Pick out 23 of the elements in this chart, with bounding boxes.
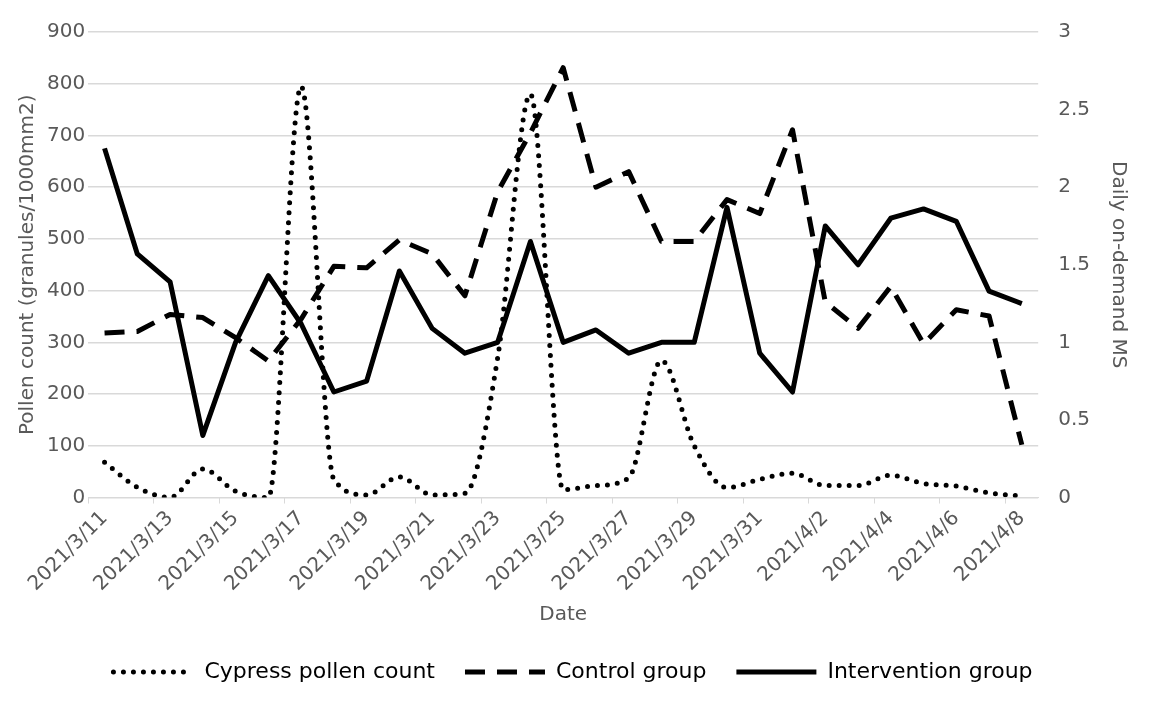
y-tick-label: 500 (46, 225, 86, 250)
y-tick-label: 300 (46, 328, 86, 353)
y-tick-label: 0 (72, 483, 86, 508)
y2-tick-label: 0 (1058, 483, 1071, 508)
y-tick-label: 600 (46, 173, 86, 198)
legend-label: Cypress pollen count (204, 657, 436, 683)
y2-axis-title: Daily on-demand MS (1107, 161, 1132, 369)
legend-label: Intervention group (827, 657, 1033, 683)
y2-tick-label: 1.5 (1058, 250, 1091, 275)
y-tick-label: 100 (46, 432, 86, 456)
x-axis-title: Date (539, 601, 588, 626)
y-axis-title: Pollen count (granules/1000mm2) (14, 94, 39, 436)
y2-tick-label: 3 (1058, 18, 1071, 43)
y-tick-label: 200 (46, 380, 86, 405)
y2-tick-label: 0.5 (1058, 406, 1091, 431)
y2-tick-label: 2.5 (1058, 95, 1091, 120)
y2-tick-label: 2 (1058, 173, 1071, 198)
y-tick-label: 800 (46, 69, 86, 94)
y-tick-label: 400 (46, 276, 86, 301)
y-tick-label: 900 (46, 18, 86, 43)
y-tick-label: 700 (46, 121, 86, 146)
y2-tick-label: 1 (1058, 328, 1071, 353)
legend-label: Control group (555, 657, 707, 683)
